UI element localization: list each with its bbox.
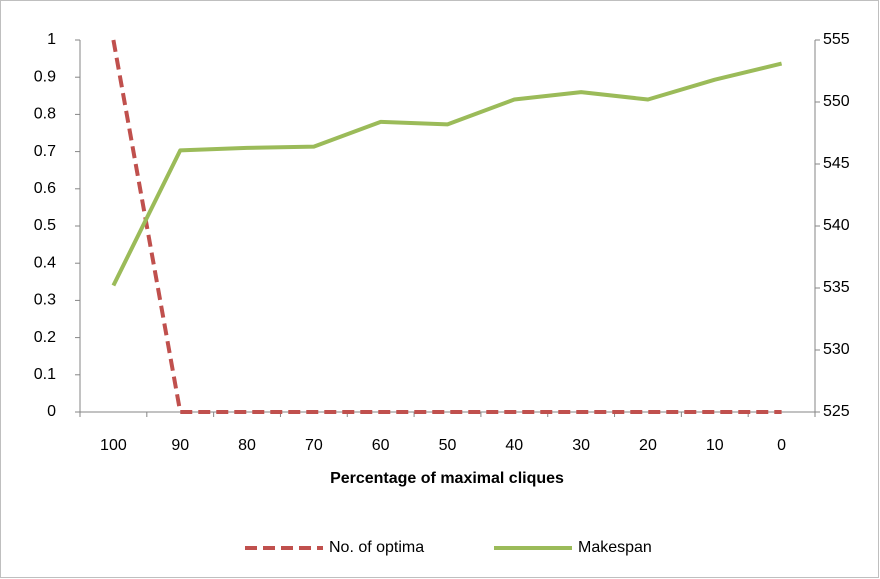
y2-tick-label: 535 xyxy=(823,279,850,296)
y-tick-label: 0.3 xyxy=(34,292,56,309)
y-tick-label: 0.1 xyxy=(34,366,56,383)
y2-tick-label: 525 xyxy=(823,403,850,420)
y2-tick-label: 530 xyxy=(823,341,850,358)
legend-label: No. of optima xyxy=(329,539,424,556)
x-tick-label: 60 xyxy=(372,437,390,454)
y-tick-label: 0.6 xyxy=(34,180,56,197)
y-tick-label: 0.5 xyxy=(34,217,56,234)
y-tick-label: 1 xyxy=(47,31,56,48)
y2-tick-label: 540 xyxy=(823,217,850,234)
y-tick-label: 0.8 xyxy=(34,106,56,123)
y-tick-label: 0.4 xyxy=(34,254,56,271)
y2-tick-label: 555 xyxy=(823,31,850,48)
x-tick-label: 10 xyxy=(706,437,724,454)
x-axis-label: Percentage of maximal cliques xyxy=(330,470,564,487)
series-line xyxy=(111,61,783,287)
series-line xyxy=(111,39,782,414)
x-tick-label: 80 xyxy=(238,437,256,454)
x-tick-label: 50 xyxy=(439,437,457,454)
x-tick-label: 40 xyxy=(505,437,523,454)
x-tick-label: 100 xyxy=(100,437,127,454)
x-tick-label: 70 xyxy=(305,437,323,454)
y2-tick-label: 550 xyxy=(823,93,850,110)
y-tick-label: 0.9 xyxy=(34,68,56,85)
x-tick-label: 30 xyxy=(572,437,590,454)
x-tick-label: 20 xyxy=(639,437,657,454)
legend-label: Makespan xyxy=(578,539,652,556)
y2-tick-label: 545 xyxy=(823,155,850,172)
y-tick-label: 0 xyxy=(47,403,56,420)
x-tick-label: 90 xyxy=(171,437,189,454)
y-tick-label: 0.7 xyxy=(34,143,56,160)
x-tick-label: 0 xyxy=(777,437,786,454)
y-tick-label: 0.2 xyxy=(34,329,56,346)
